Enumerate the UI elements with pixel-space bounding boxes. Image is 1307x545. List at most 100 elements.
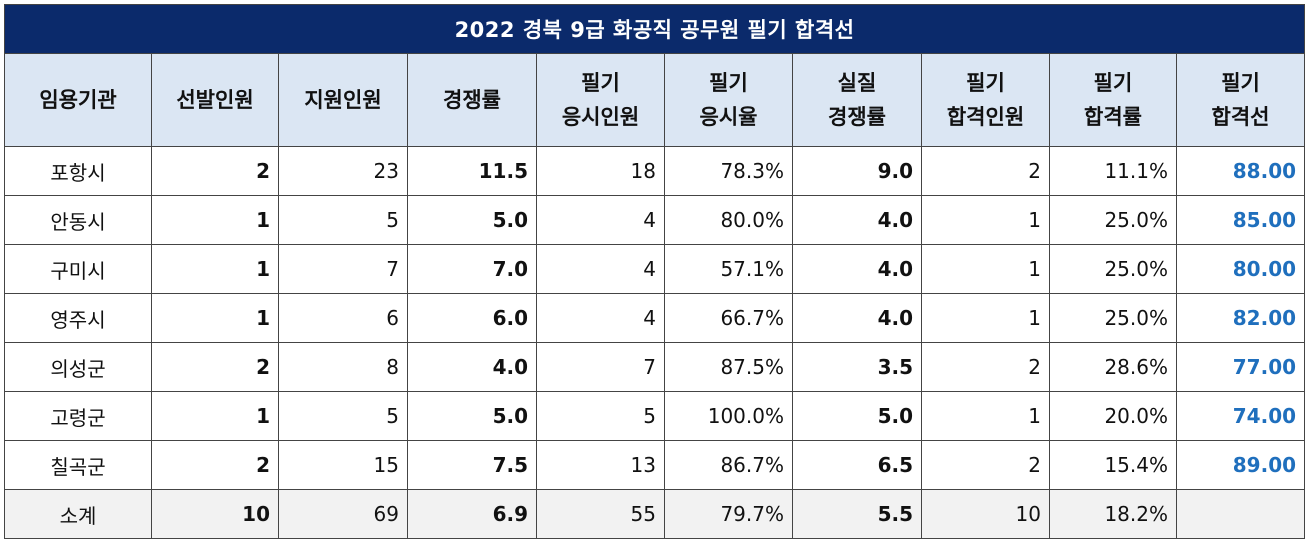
cell-agency: 소계 <box>4 489 152 539</box>
cell-test-rate: 100.0% <box>664 391 793 441</box>
col-header-pass-rate: 필기 합격률 <box>1049 53 1177 147</box>
cell-passers: 2 <box>921 342 1050 392</box>
cell-real-competition: 4.0 <box>792 244 922 294</box>
cell-agency: 포항시 <box>4 146 152 196</box>
col-header-test-takers: 필기 응시인원 <box>536 53 665 147</box>
cell-pass-score: 74.00 <box>1175 391 1306 441</box>
table-row: 구미시 1 7 7.0 4 57.1% 4.0 1 25.0% 80.00 <box>4 244 1306 294</box>
cell-agency: 의성군 <box>4 342 152 392</box>
cell-passers: 1 <box>921 244 1050 294</box>
cell-applicants: 5 <box>278 195 408 245</box>
col-header-real-competition: 실질 경쟁률 <box>792 53 922 147</box>
table-row: 포항시 2 23 11.5 18 78.3% 9.0 2 11.1% 88.00 <box>4 146 1306 196</box>
cell-test-takers: 4 <box>536 293 665 343</box>
cell-pass-score: 77.00 <box>1175 342 1306 392</box>
table-title: 2022 경북 9급 화공직 공무원 필기 합격선 <box>3 4 1306 54</box>
cell-selected: 1 <box>151 391 279 441</box>
cell-selected: 2 <box>151 342 279 392</box>
table-row: 영주시 1 6 6.0 4 66.7% 4.0 1 25.0% 82.00 <box>4 293 1306 343</box>
cell-pass-rate: 28.6% <box>1049 342 1177 392</box>
cell-pass-rate: 15.4% <box>1049 440 1177 490</box>
cell-real-competition: 6.5 <box>792 440 922 490</box>
pass-score-table: 2022 경북 9급 화공직 공무원 필기 합격선 임용기관 선발인원 지원인원… <box>3 4 1306 539</box>
cell-competition: 5.0 <box>407 391 537 441</box>
cell-applicants: 7 <box>278 244 408 294</box>
cell-real-competition: 9.0 <box>792 146 922 196</box>
col-header-competition: 경쟁률 <box>407 53 537 147</box>
cell-passers: 1 <box>921 293 1050 343</box>
cell-pass-score: 80.00 <box>1175 244 1306 294</box>
cell-real-competition: 4.0 <box>792 293 922 343</box>
cell-agency: 영주시 <box>4 293 152 343</box>
cell-applicants: 15 <box>278 440 408 490</box>
cell-selected: 1 <box>151 195 279 245</box>
col-header-pass-score: 필기 합격선 <box>1175 53 1306 147</box>
cell-test-takers: 55 <box>536 489 665 539</box>
cell-test-takers: 5 <box>536 391 665 441</box>
cell-agency: 칠곡군 <box>4 440 152 490</box>
cell-selected: 1 <box>151 244 279 294</box>
cell-competition: 4.0 <box>407 342 537 392</box>
cell-pass-score: 82.00 <box>1175 293 1306 343</box>
cell-pass-rate: 25.0% <box>1049 244 1177 294</box>
cell-test-takers: 4 <box>536 244 665 294</box>
cell-applicants: 5 <box>278 391 408 441</box>
cell-applicants: 6 <box>278 293 408 343</box>
cell-test-takers: 7 <box>536 342 665 392</box>
col-header-test-rate: 필기 응시율 <box>664 53 793 147</box>
col-header-applicants: 지원인원 <box>278 53 408 147</box>
cell-pass-score: 85.00 <box>1175 195 1306 245</box>
col-header-passers: 필기 합격인원 <box>921 53 1050 147</box>
col-header-agency: 임용기관 <box>4 53 152 147</box>
cell-agency: 구미시 <box>4 244 152 294</box>
cell-pass-rate: 25.0% <box>1049 293 1177 343</box>
table-row: 고령군 1 5 5.0 5 100.0% 5.0 1 20.0% 74.00 <box>4 391 1306 441</box>
cell-agency: 고령군 <box>4 391 152 441</box>
table-row: 안동시 1 5 5.0 4 80.0% 4.0 1 25.0% 85.00 <box>4 195 1306 245</box>
cell-test-rate: 79.7% <box>664 489 793 539</box>
cell-test-takers: 4 <box>536 195 665 245</box>
cell-competition: 5.0 <box>407 195 537 245</box>
cell-test-rate: 87.5% <box>664 342 793 392</box>
cell-pass-score: 89.00 <box>1175 440 1306 490</box>
table-row: 칠곡군 2 15 7.5 13 86.7% 6.5 2 15.4% 89.00 <box>4 440 1306 490</box>
cell-test-rate: 86.7% <box>664 440 793 490</box>
total-row: 소계 10 69 6.9 55 79.7% 5.5 10 18.2% <box>4 489 1306 539</box>
cell-selected: 1 <box>151 293 279 343</box>
cell-applicants: 23 <box>278 146 408 196</box>
cell-test-rate: 78.3% <box>664 146 793 196</box>
col-header-selected: 선발인원 <box>151 53 279 147</box>
cell-passers: 1 <box>921 391 1050 441</box>
cell-passers: 2 <box>921 146 1050 196</box>
table-row: 의성군 2 8 4.0 7 87.5% 3.5 2 28.6% 77.00 <box>4 342 1306 392</box>
cell-pass-rate: 20.0% <box>1049 391 1177 441</box>
cell-passers: 10 <box>921 489 1050 539</box>
cell-applicants: 8 <box>278 342 408 392</box>
cell-real-competition: 4.0 <box>792 195 922 245</box>
cell-real-competition: 5.5 <box>792 489 922 539</box>
cell-competition: 6.0 <box>407 293 537 343</box>
cell-test-takers: 18 <box>536 146 665 196</box>
cell-real-competition: 3.5 <box>792 342 922 392</box>
cell-competition: 7.0 <box>407 244 537 294</box>
cell-pass-score <box>1175 489 1306 539</box>
cell-selected: 10 <box>151 489 279 539</box>
cell-test-rate: 66.7% <box>664 293 793 343</box>
cell-passers: 2 <box>921 440 1050 490</box>
cell-test-takers: 13 <box>536 440 665 490</box>
cell-pass-rate: 18.2% <box>1049 489 1177 539</box>
cell-pass-rate: 11.1% <box>1049 146 1177 196</box>
cell-competition: 11.5 <box>407 146 537 196</box>
cell-agency: 안동시 <box>4 195 152 245</box>
cell-selected: 2 <box>151 146 279 196</box>
cell-test-rate: 80.0% <box>664 195 793 245</box>
header-row: 임용기관 선발인원 지원인원 경쟁률 필기 응시인원 필기 응시율 실질 경쟁률… <box>4 53 1306 147</box>
cell-test-rate: 57.1% <box>664 244 793 294</box>
cell-pass-rate: 25.0% <box>1049 195 1177 245</box>
cell-competition: 6.9 <box>407 489 537 539</box>
cell-applicants: 69 <box>278 489 408 539</box>
cell-selected: 2 <box>151 440 279 490</box>
cell-pass-score: 88.00 <box>1175 146 1306 196</box>
cell-passers: 1 <box>921 195 1050 245</box>
cell-competition: 7.5 <box>407 440 537 490</box>
